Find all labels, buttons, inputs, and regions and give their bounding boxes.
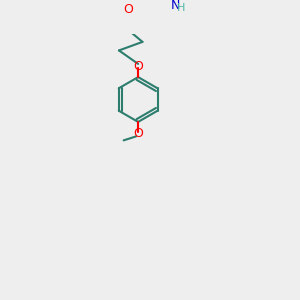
Text: O: O: [133, 127, 143, 140]
Text: H: H: [177, 3, 185, 13]
Text: N: N: [171, 0, 180, 12]
Text: O: O: [133, 59, 143, 73]
Text: O: O: [123, 3, 133, 16]
